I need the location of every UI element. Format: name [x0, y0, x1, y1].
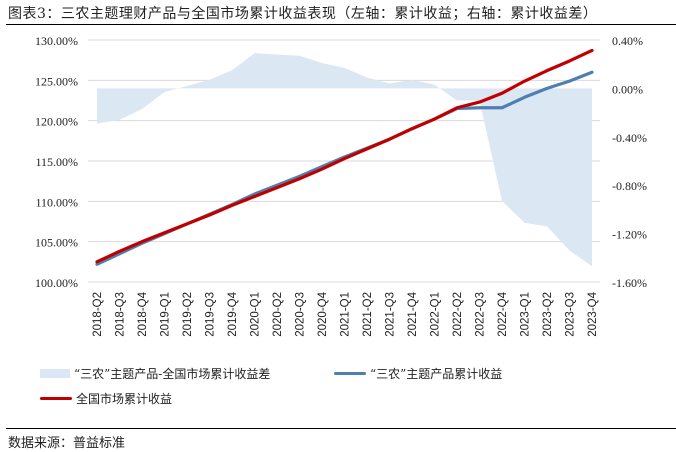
- legend-item-diff: “三农”主题产品-全国市场累计收益差: [40, 365, 270, 382]
- x-axis-tick-label: 2018-Q4: [137, 291, 149, 336]
- y-axis-tick-label: 130.00%: [35, 34, 78, 48]
- y2-axis-tick-label: -0.40%: [612, 131, 647, 145]
- y-axis-tick-label: 100.00%: [35, 276, 78, 290]
- legend-swatch-sannong: [334, 372, 366, 375]
- x-axis-tick-label: 2021-Q3: [385, 292, 397, 337]
- x-axis-tick-label: 2020-Q1: [250, 292, 262, 337]
- x-axis-tick-label: 2023-Q2: [542, 292, 554, 337]
- source-divider: [6, 428, 676, 429]
- y-axis-tick-label: 110.00%: [35, 195, 78, 209]
- y2-axis-tick-label: 0.40%: [612, 34, 643, 48]
- data-source: 数据来源：普益标准: [8, 436, 126, 451]
- x-axis-tick-label: 2018-Q3: [115, 292, 127, 337]
- x-axis-tick-label: 2021-Q2: [362, 292, 374, 337]
- x-axis-tick-label: 2023-Q4: [587, 291, 599, 336]
- x-axis-tick-label: 2019-Q4: [227, 291, 239, 336]
- legend-swatch-national: [40, 397, 72, 400]
- legend-item-national: 全国市场累计收益: [40, 390, 172, 407]
- x-axis-tick-label: 2019-Q3: [205, 292, 217, 337]
- x-axis-tick-label: 2022-Q1: [430, 292, 442, 337]
- x-axis-tick-label: 2019-Q1: [160, 292, 172, 337]
- x-axis-tick-label: 2022-Q3: [475, 292, 487, 337]
- x-axis-tick-label: 2021-Q4: [407, 291, 419, 336]
- y-axis-tick-label: 115.00%: [35, 155, 78, 169]
- legend-label-national: 全国市场累计收益: [76, 392, 173, 406]
- x-axis-tick-label: 2019-Q2: [182, 292, 194, 337]
- chart-plot: 100.00% 105.00% 110.00% 115.00% 120.00% 125.0…: [35, 34, 647, 337]
- diff-area: [97, 53, 592, 267]
- x-axis-tick-label: 2018-Q2: [92, 292, 104, 337]
- x-axis-tick-label: 2023-Q3: [565, 292, 577, 337]
- national-line: [95, 48, 594, 264]
- legend-item-sannong: “三农”主题产品累计收益: [334, 365, 502, 382]
- y2-axis-tick-label: 0.00%: [612, 82, 643, 96]
- x-axis-tick-label: 2022-Q4: [497, 291, 509, 336]
- y-axis-tick-label: 105.00%: [35, 236, 78, 250]
- x-axis-tick-label: 2023-Q1: [520, 292, 532, 337]
- title-divider: [6, 24, 676, 25]
- x-axis-tick-label: 2022-Q2: [452, 292, 464, 337]
- y2-axis-tick-label: -0.80%: [612, 179, 647, 193]
- y-axis-tick-label: 125.00%: [35, 74, 78, 88]
- legend-swatch-area: [40, 369, 70, 378]
- x-axis-tick-label: 2020-Q2: [272, 292, 284, 337]
- figure-title: 图表3：三农主题理财产品与全国市场累计收益表现（左轴：累计收益；右轴：累计收益差…: [8, 6, 598, 22]
- y2-axis-tick-label: -1.20%: [612, 228, 647, 242]
- legend-label-diff: “三农”主题产品-全国市场累计收益差: [74, 367, 271, 381]
- x-axis-tick-label: 2020-Q3: [295, 292, 307, 337]
- legend-label-sannong: “三农”主题产品累计收益: [370, 367, 503, 381]
- y-axis-tick-label: 120.00%: [35, 115, 78, 129]
- x-axis-tick-label: 2020-Q4: [317, 291, 329, 336]
- x-axis-tick-label: 2021-Q1: [340, 292, 352, 337]
- y2-axis-tick-label: -1.60%: [612, 276, 647, 290]
